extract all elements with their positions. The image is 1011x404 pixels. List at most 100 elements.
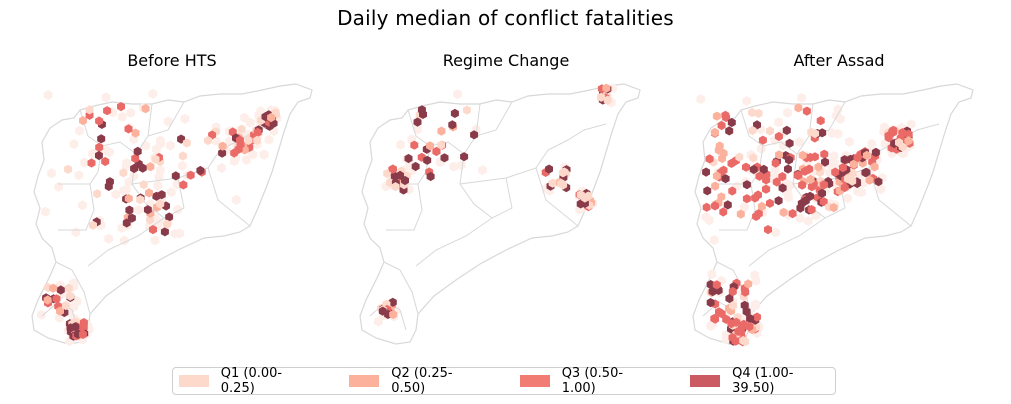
q4-cell (727, 117, 736, 128)
q4-cell (133, 146, 142, 156)
q1-cell (795, 213, 805, 224)
q4-cell (725, 126, 734, 136)
q2-cell (141, 104, 150, 114)
q1-cell (74, 170, 84, 181)
q4-cell (785, 155, 793, 165)
q3-cell (831, 167, 840, 177)
q2-cell (798, 150, 807, 160)
q3-cell (774, 131, 783, 142)
q3-cell (52, 294, 61, 304)
q2-cell (218, 141, 227, 151)
legend-swatch-q3 (519, 375, 550, 387)
q1-cell (150, 235, 160, 246)
legend-item-q4: Q4 (1.00-39.50) (690, 366, 835, 396)
q1-cell (93, 189, 102, 199)
q2-cell (131, 128, 140, 138)
q3-cell (731, 336, 740, 346)
q4-cell (450, 108, 459, 118)
q2-cell (389, 309, 398, 320)
q2-cell (145, 188, 153, 198)
q4-cell (702, 167, 710, 177)
q1-cell (61, 300, 70, 311)
q2-cell (712, 171, 721, 181)
q4-cell (388, 297, 397, 307)
q3-cell (816, 116, 825, 126)
q1-cell (778, 140, 788, 151)
q1-cell (548, 178, 557, 188)
q2-cell (865, 175, 874, 185)
q3-cell (778, 172, 787, 182)
q3-cell (807, 205, 816, 215)
q3-cell (101, 156, 110, 167)
q3-cell (253, 127, 262, 137)
q3-cell (236, 139, 245, 149)
q3-cell (771, 158, 780, 168)
q3-cell (124, 124, 133, 134)
q3-cell (389, 164, 397, 174)
q3-cell (819, 197, 828, 207)
q4-cell (404, 153, 413, 164)
q1-cell (88, 148, 97, 159)
q4-cell (774, 196, 783, 206)
q1-cell (66, 291, 75, 301)
q3-cell (820, 149, 829, 159)
q3-cell (853, 152, 862, 163)
q3-cell (131, 153, 140, 163)
legend-swatch-q1 (179, 375, 209, 387)
map-regime-change (359, 83, 641, 345)
q4-cell (419, 109, 427, 119)
admin-border (135, 101, 185, 155)
q3-cell (719, 207, 728, 217)
q1-cell (559, 180, 568, 190)
q2-cell (849, 159, 858, 169)
q1-cell (705, 215, 714, 226)
q4-cell (378, 306, 387, 316)
q1-cell (146, 215, 155, 225)
q1-cell (212, 136, 221, 147)
q1-cell (41, 206, 50, 217)
q1-cell (437, 140, 445, 150)
q4-cell (545, 164, 553, 174)
q1-cell (117, 111, 127, 122)
q1-cell (80, 157, 89, 168)
q1-cell (827, 128, 837, 139)
q4-cell (778, 183, 787, 193)
q1-cell (101, 92, 111, 103)
q2-cell (870, 162, 879, 172)
q1-cell (449, 161, 459, 172)
q4-cell (165, 212, 174, 222)
q1-cell (453, 89, 462, 100)
admin-border (475, 103, 481, 137)
q4-cell (411, 161, 420, 172)
q4-cell (426, 171, 435, 182)
q1-cell (867, 138, 876, 149)
q1-cell (64, 283, 73, 293)
q4-cell (785, 138, 794, 148)
q2-cell (862, 150, 871, 160)
q4-cell (448, 120, 457, 130)
q2-cell (711, 181, 720, 191)
q3-cell (745, 322, 754, 332)
q1-cell (134, 205, 143, 216)
q4-cell (742, 180, 751, 190)
q2-cell (757, 201, 766, 211)
q4-cell (753, 120, 761, 130)
q2-cell (602, 83, 611, 93)
legend-item-q3: Q3 (0.50-1.00) (519, 366, 656, 396)
q1-cell (75, 125, 84, 136)
q3-cell (766, 198, 774, 208)
q3-cell (802, 106, 811, 116)
q3-cell (840, 182, 849, 193)
q4-cell (152, 191, 161, 201)
q3-cell (717, 120, 726, 131)
figure-title: Daily median of conflict fatalities (337, 6, 674, 30)
admin-border (567, 123, 607, 141)
q4-cell (862, 167, 871, 177)
q3-cell (711, 201, 719, 211)
q1-cell (771, 227, 780, 238)
q1-cell (78, 200, 87, 211)
q2-cell (43, 295, 52, 305)
q2-cell (714, 145, 723, 155)
q1-cell (129, 171, 139, 182)
q4-cell (723, 200, 732, 210)
